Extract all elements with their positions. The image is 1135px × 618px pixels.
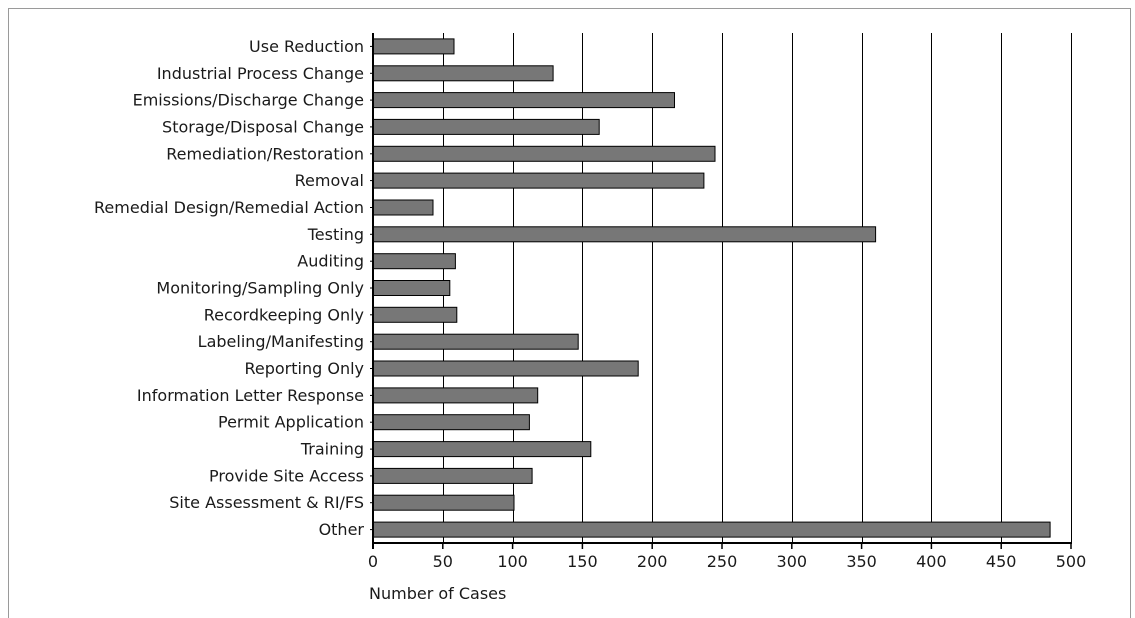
bar: [372, 494, 515, 511]
bar: [372, 226, 877, 243]
category-label: Recordkeeping Only: [204, 305, 364, 324]
category-label: Remedial Design/Remedial Action: [94, 198, 364, 217]
x-tick-label: 150: [567, 552, 598, 571]
bar: [372, 360, 639, 377]
x-tick-label: 450: [986, 552, 1017, 571]
category-labels: Use Reduction Industrial Process Change Em…: [94, 37, 373, 539]
x-tick-labels: 0 50 100 150 200 250 300 350 400 450 500: [368, 543, 1086, 571]
x-tick-label: 50: [433, 552, 453, 571]
x-tick-label: 350: [846, 552, 877, 571]
bar: [372, 467, 533, 484]
category-label: Provide Site Access: [209, 466, 364, 485]
x-tick-label: 250: [707, 552, 738, 571]
bar: [372, 521, 1051, 538]
category-label: Remediation/Restoration: [166, 144, 364, 163]
x-tick-label: 400: [916, 552, 947, 571]
chart-frame: [8, 8, 1131, 618]
bar: [372, 414, 530, 431]
category-label: Permit Application: [218, 413, 364, 432]
bar: [372, 333, 579, 350]
bar: [372, 387, 539, 404]
category-label: Other: [319, 520, 365, 539]
x-tick-label: 500: [1056, 552, 1087, 571]
category-label: Site Assessment & RI/FS: [169, 493, 364, 512]
bar: [372, 92, 675, 109]
bars: [372, 38, 1051, 538]
category-label: Removal: [295, 171, 364, 190]
category-label: Monitoring/Sampling Only: [156, 279, 364, 298]
gridlines: [443, 33, 1072, 543]
category-label: Labeling/Manifesting: [198, 332, 364, 351]
category-label: Auditing: [297, 252, 364, 271]
bar: [372, 118, 600, 135]
bar: [372, 172, 705, 189]
category-label: Industrial Process Change: [157, 64, 364, 83]
bar: [372, 145, 716, 162]
category-label: Training: [300, 440, 364, 459]
bar: [372, 441, 592, 458]
category-label: Use Reduction: [249, 37, 364, 56]
category-label: Storage/Disposal Change: [162, 117, 364, 136]
category-label: Testing: [307, 225, 364, 244]
category-label: Reporting Only: [244, 359, 364, 378]
x-tick-label: 200: [637, 552, 668, 571]
bar: [372, 253, 456, 270]
bar: [372, 65, 554, 82]
x-tick-label: 0: [368, 552, 378, 571]
bar: [372, 199, 434, 216]
x-tick-label: 100: [497, 552, 528, 571]
category-label: Information Letter Response: [137, 386, 364, 405]
x-axis-title: Number of Cases: [369, 584, 506, 603]
bar: [372, 306, 458, 323]
category-label: Emissions/Discharge Change: [133, 91, 364, 110]
bar: [372, 38, 455, 55]
bar: [372, 280, 451, 296]
x-tick-label: 300: [777, 552, 808, 571]
